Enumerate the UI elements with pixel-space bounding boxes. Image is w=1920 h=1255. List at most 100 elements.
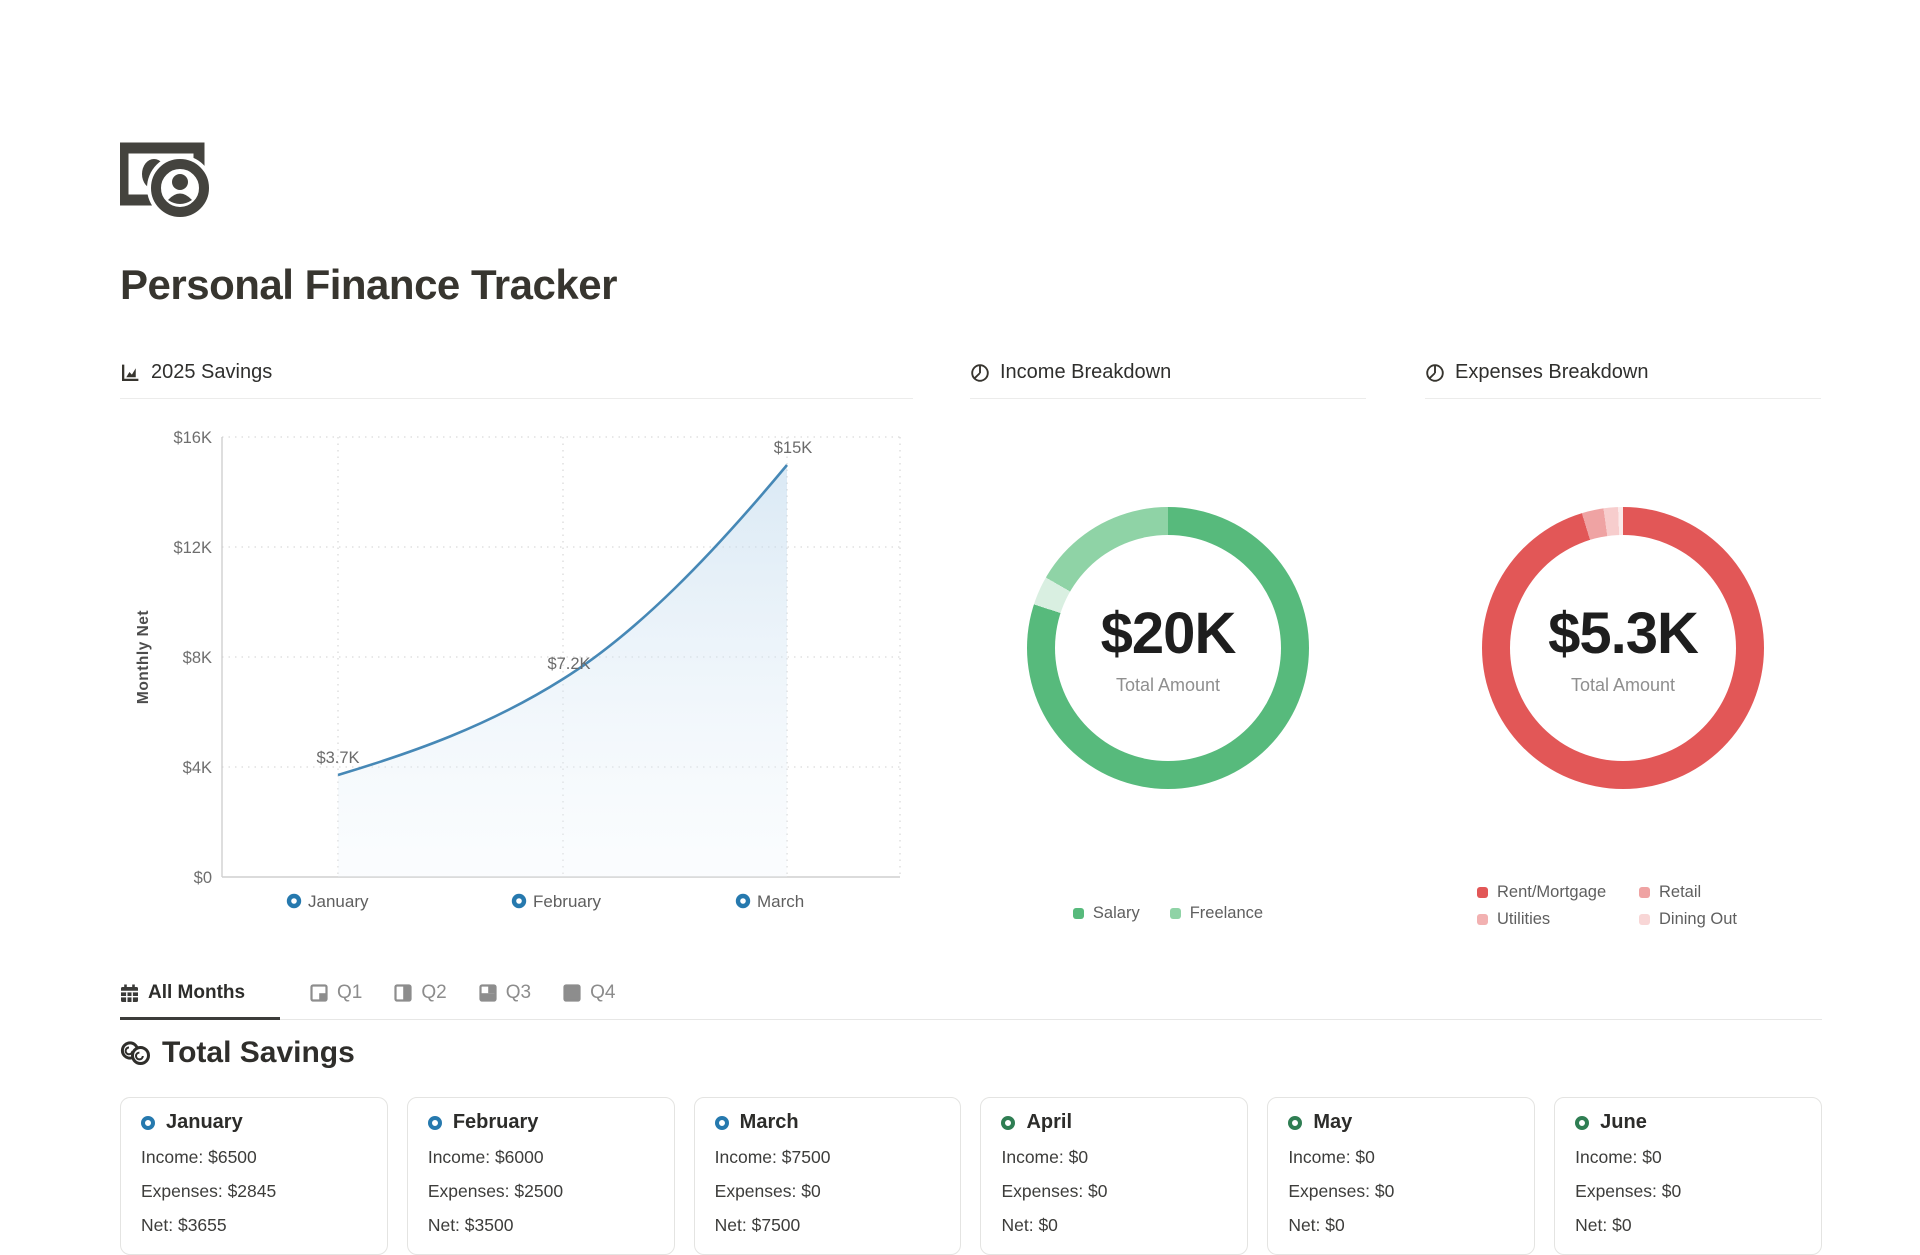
xtick-february: February — [533, 892, 602, 911]
net-line: Net: $0 — [1288, 1215, 1345, 1235]
rent-swatch-icon — [1477, 887, 1488, 898]
expenses-legend: Rent/Mortgage Retail Utilities Dining Ou… — [1477, 883, 1737, 929]
month-card-june: June Income: $0 Expenses: $0 Net: $0 — [1554, 1097, 1822, 1255]
savings-chart-section: 2025 Savings — [120, 361, 913, 974]
quarter-3-icon — [479, 984, 497, 1002]
expenses-breakdown-section: Expenses Breakdown $5.3K Total Amount Re… — [1425, 361, 1821, 929]
tab-q1[interactable]: Q1 — [310, 974, 364, 1020]
expenses-donut-area: $5.3K Total Amount Rent/Mortgage Retail — [1425, 399, 1821, 929]
tab-label: Q1 — [337, 982, 363, 1003]
ytick: $4K — [183, 759, 212, 777]
income-section-header: Income Breakdown — [970, 361, 1366, 399]
income-total-value: $20K — [1100, 601, 1237, 666]
legend-label: Utilities — [1497, 910, 1551, 928]
income-line: Income: $7500 — [714, 1147, 831, 1167]
net-line: Net: $7500 — [714, 1215, 801, 1235]
freelance-swatch-icon — [1169, 908, 1181, 919]
net-line: Net: $3500 — [427, 1215, 514, 1235]
legend-item-rent: Rent/Mortgage — [1477, 883, 1639, 902]
tab-label: All Months — [148, 982, 246, 1003]
dining-swatch-icon — [1639, 914, 1650, 925]
quarter-2-icon — [394, 984, 412, 1002]
month-marker-icon — [511, 893, 527, 909]
net-line: Net: $0 — [1001, 1215, 1058, 1235]
month-marker-icon — [735, 893, 751, 909]
month-status-icon — [714, 1115, 729, 1130]
net-line: Net: $3655 — [141, 1215, 227, 1235]
ytick: $12K — [173, 539, 212, 557]
salary-swatch-icon — [1072, 908, 1084, 919]
pie-chart-icon — [1426, 363, 1444, 382]
month-card-may: May Income: $0 Expenses: $0 Net: $0 — [1267, 1097, 1536, 1255]
pie-chart-icon — [971, 363, 989, 382]
month-name: February — [452, 1111, 539, 1133]
month-card-march: March Income: $7500 Expenses: $0 Net: $7… — [693, 1097, 962, 1255]
legend-label: Freelance — [1189, 904, 1264, 922]
month-card-april: April Income: $0 Expenses: $0 Net: $0 — [980, 1097, 1249, 1255]
expenses-line: Expenses: $0 — [714, 1181, 821, 1201]
utilities-swatch-icon — [1477, 914, 1488, 925]
expenses-section-header: Expenses Breakdown — [1425, 361, 1821, 399]
ytick: $0 — [194, 869, 212, 887]
legend-label: Rent/Mortgage — [1497, 883, 1607, 901]
expenses-line: Expenses: $0 — [1575, 1181, 1682, 1201]
legend-label: Dining Out — [1659, 910, 1737, 928]
retail-swatch-icon — [1639, 887, 1650, 898]
month-status-icon — [141, 1115, 155, 1130]
month-name: March — [739, 1111, 799, 1133]
month-name: May — [1313, 1111, 1353, 1133]
tab-label: Q2 — [421, 982, 447, 1003]
legend-item-salary: Salary — [1072, 904, 1140, 923]
xtick-january: January — [308, 892, 369, 911]
point-label: $3.7K — [316, 749, 359, 767]
month-status-icon — [427, 1115, 442, 1130]
area-chart-icon — [121, 364, 139, 382]
legend-item-dining: Dining Out — [1639, 910, 1737, 929]
income-line: Income: $0 — [1575, 1147, 1662, 1167]
charts-row: 2025 Savings — [120, 361, 1822, 974]
tab-q2[interactable]: Q2 — [394, 974, 448, 1020]
month-card-january: January Income: $6500 Expenses: $2845 Ne… — [120, 1097, 388, 1255]
income-section-title: Income Breakdown — [1000, 361, 1172, 383]
tab-q4[interactable]: Q4 — [563, 974, 617, 1020]
ytick: $16K — [173, 429, 212, 447]
point-label: $15K — [774, 439, 813, 457]
income-donut-chart: $20K Total Amount — [1027, 507, 1309, 789]
income-legend: Salary Freelance — [970, 904, 1366, 923]
income-line: Income: $0 — [1001, 1147, 1089, 1167]
expenses-section-title: Expenses Breakdown — [1455, 361, 1649, 383]
period-tab-bar: All Months Q1 Q2 Q3 — [120, 974, 1822, 1020]
month-status-icon — [1288, 1115, 1303, 1130]
expenses-line: Expenses: $2500 — [427, 1181, 564, 1201]
savings-area-chart: $16K $12K $8K $4K $0 Monthly Net $3.7K $… — [135, 429, 901, 911]
xtick-march: March — [757, 892, 804, 911]
savings-section-title: 2025 Savings — [151, 361, 273, 383]
quarter-1-icon — [310, 984, 328, 1002]
income-breakdown-section: Income Breakdown $20K Total Amount Salar… — [970, 361, 1366, 929]
expenses-total-label: Total Amount — [1570, 675, 1676, 695]
tab-label: Q3 — [505, 982, 532, 1003]
total-savings-header: Total Savings — [120, 1036, 1822, 1070]
coins-icon — [120, 1040, 150, 1065]
expenses-line: Expenses: $0 — [1001, 1181, 1108, 1201]
savings-area-fill — [338, 465, 787, 877]
tab-all-months[interactable]: All Months — [120, 974, 280, 1020]
ytick: $8K — [183, 649, 212, 667]
legend-item-freelance: Freelance — [1169, 904, 1264, 923]
legend-item-utilities: Utilities — [1477, 910, 1639, 929]
expenses-total-value: $5.3K — [1548, 601, 1699, 666]
legend-item-retail: Retail — [1639, 883, 1737, 902]
savings-section-header: 2025 Savings — [120, 361, 913, 399]
money-bill-coin-icon — [117, 142, 213, 221]
tab-q3[interactable]: Q3 — [479, 974, 533, 1020]
net-line: Net: $0 — [1575, 1215, 1632, 1235]
total-savings-title: Total Savings — [162, 1036, 355, 1069]
month-name: January — [166, 1111, 243, 1133]
point-label: $7.2K — [547, 655, 590, 673]
income-total-label: Total Amount — [1115, 675, 1221, 695]
legend-label: Retail — [1659, 883, 1702, 901]
expenses-line: Expenses: $2845 — [141, 1181, 277, 1201]
expenses-donut-chart: $5.3K Total Amount — [1482, 507, 1764, 789]
month-cards-row: January Income: $6500 Expenses: $2845 Ne… — [120, 1097, 1822, 1255]
